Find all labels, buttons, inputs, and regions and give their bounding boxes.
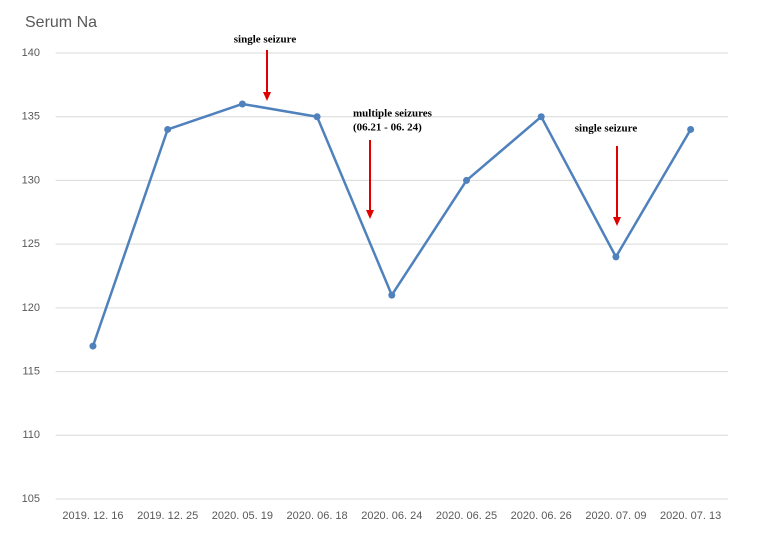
y-tick-label: 110 xyxy=(22,429,40,441)
annotation: single seizure xyxy=(575,123,638,135)
x-tick-label: 2019. 12. 25 xyxy=(137,510,198,522)
chart-title: Serum Na xyxy=(25,14,97,31)
y-tick-label: 105 xyxy=(22,493,40,505)
annotation: multiple seizures xyxy=(353,108,433,120)
annotation: (06.21 - 06. 24) xyxy=(353,122,422,134)
marker xyxy=(687,125,695,133)
marker xyxy=(537,113,545,121)
y-tick-label: 130 xyxy=(22,174,40,186)
x-tick-label: 2020. 05. 19 xyxy=(212,510,273,522)
line xyxy=(91,102,692,347)
marker xyxy=(612,253,620,261)
x-tick-label: 2020. 06. 24 xyxy=(361,510,422,522)
y-tick-label: 135 xyxy=(22,111,40,123)
x-tick-label: 2020. 07. 13 xyxy=(660,510,721,522)
x-tick-label: 2019. 12. 16 xyxy=(62,510,123,522)
marker xyxy=(89,342,97,350)
y-tick-label: 140 xyxy=(22,47,40,59)
marker xyxy=(463,176,471,184)
marker xyxy=(388,291,396,299)
x-tick-label: 2020. 07. 09 xyxy=(585,510,646,522)
y-tick-label: 125 xyxy=(22,238,40,250)
arrow-head xyxy=(366,210,374,219)
y-tick-label: 115 xyxy=(22,365,40,377)
y-tick-label: 120 xyxy=(22,302,40,314)
marker xyxy=(238,100,246,108)
arrow-head xyxy=(613,217,621,226)
x-tick-label: 2020. 06. 25 xyxy=(436,510,497,522)
arrow-head xyxy=(263,92,271,101)
annotation: single seizure xyxy=(234,34,297,46)
x-tick-label: 2020. 06. 26 xyxy=(511,510,572,522)
marker xyxy=(313,113,321,121)
x-tick-label: 2020. 06. 18 xyxy=(287,510,348,522)
marker xyxy=(164,125,172,133)
